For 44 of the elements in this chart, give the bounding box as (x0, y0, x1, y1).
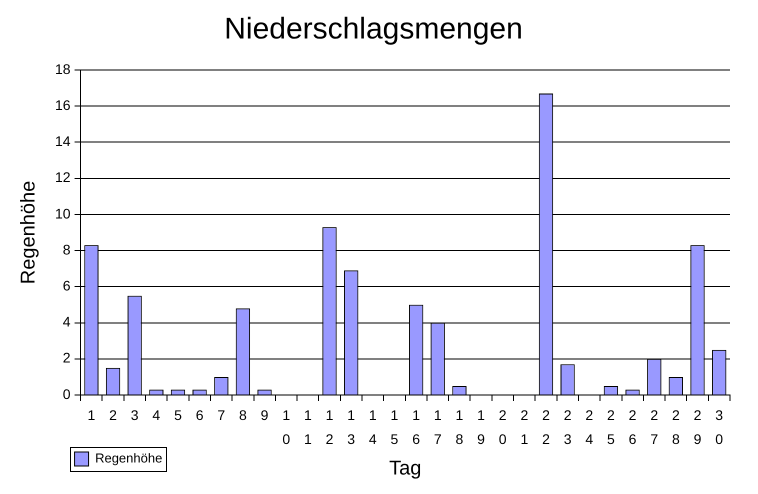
x-tick-label: 22 (538, 407, 554, 455)
x-tick-label: 26 (624, 407, 641, 455)
x-tick-label: 16 (408, 407, 424, 455)
x-tick-label: 11 (300, 407, 316, 455)
y-tick-label: 6 (62, 278, 71, 294)
x-tick-label: 28 (668, 407, 684, 455)
x-tick-label: 17 (430, 407, 446, 455)
x-tick-label: 9 (256, 407, 273, 431)
x-tick-label: 18 (451, 407, 468, 455)
x-tick-label: 19 (473, 407, 490, 455)
x-tick-label: 14 (364, 407, 381, 455)
x-tick-label: 6 (192, 407, 208, 431)
y-tick-label: 2 (62, 350, 71, 366)
y-tick-label: 8 (62, 241, 71, 258)
y-tick-label: 16 (54, 96, 71, 113)
chart-title: Niederschlagsmengen (224, 12, 523, 46)
x-tick-label: 8 (234, 407, 251, 431)
x-tick-label: 13 (343, 407, 360, 455)
x-tick-label: 4 (148, 407, 164, 431)
x-tick-label: 20 (494, 407, 511, 455)
x-tick-label: 15 (386, 407, 402, 455)
x-tick-label: 1 (83, 407, 100, 431)
legend-label: Regenhöhe (95, 450, 162, 466)
x-tick-label: 29 (690, 407, 706, 455)
x-tick-label: 24 (581, 407, 598, 455)
y-axis-title: Regenhöhe (18, 180, 40, 284)
y-tick-label: 0 (62, 386, 71, 402)
x-tick-label: 21 (516, 407, 532, 455)
x-tick-label: 25 (602, 407, 619, 455)
y-tick-label: 14 (54, 133, 71, 150)
x-tick-label: 3 (126, 407, 143, 431)
x-tick-label: 10 (278, 407, 294, 455)
x-tick-label: 23 (560, 407, 576, 455)
y-tick-label: 18 (54, 60, 71, 77)
x-tick-label: 27 (646, 407, 662, 455)
x-tick-label: 7 (213, 407, 230, 431)
y-tick-label: 12 (54, 169, 71, 186)
y-tick-label: 4 (62, 314, 71, 330)
x-tick-label: 5 (170, 407, 186, 431)
x-tick-label: 12 (322, 407, 338, 455)
y-tick-label: 10 (54, 205, 71, 222)
x-tick-label: 2 (105, 407, 122, 431)
x-axis-title: Tag (389, 458, 422, 480)
x-tick-label: 30 (711, 407, 728, 455)
